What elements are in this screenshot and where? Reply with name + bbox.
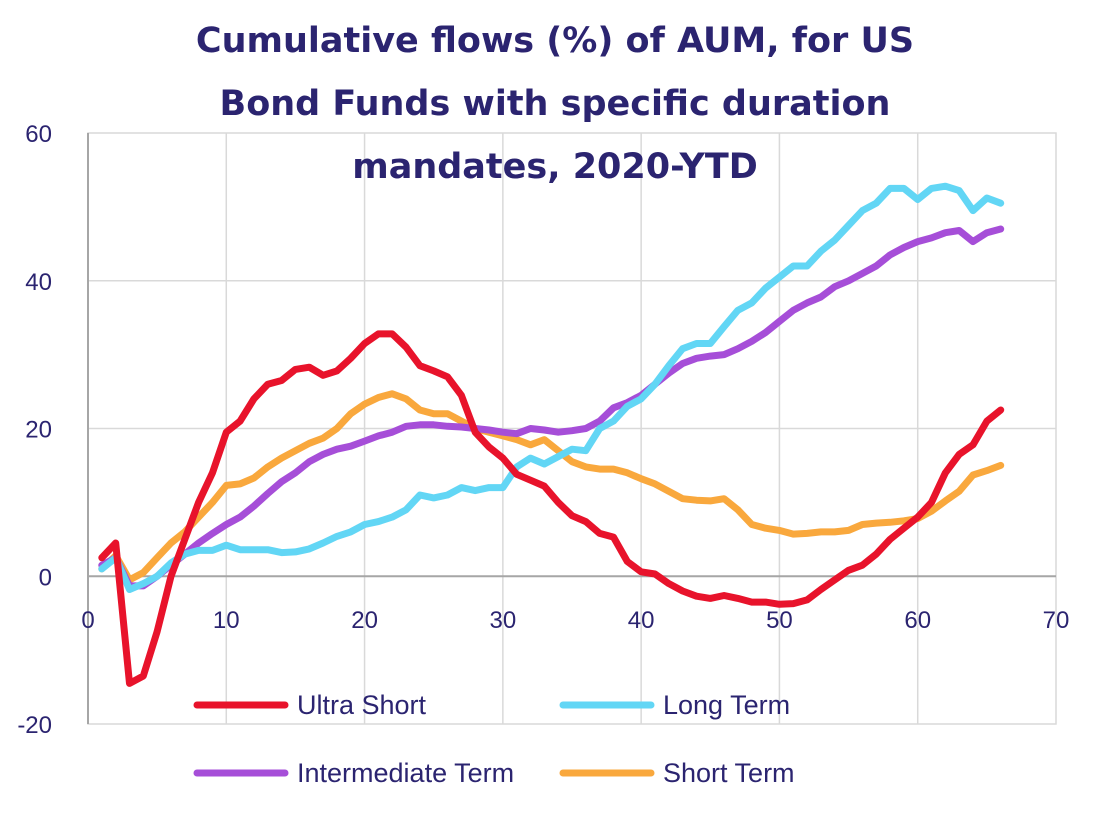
legend-item-ultra-short: Ultra Short bbox=[193, 690, 427, 720]
chart-title: Cumulative flows (%) of AUM, for US Bond… bbox=[196, 21, 914, 187]
series-line-long-term bbox=[98, 182, 1005, 593]
x-tick-label: 40 bbox=[628, 607, 655, 634]
series-line-short-term bbox=[98, 390, 1005, 584]
series-line-ultra-short bbox=[98, 330, 1005, 687]
grid-lines bbox=[87, 132, 1057, 725]
x-tick-label: 30 bbox=[490, 607, 517, 634]
x-tick-label: 10 bbox=[213, 607, 240, 634]
x-tick-label: 60 bbox=[904, 607, 931, 634]
series-lines bbox=[98, 182, 1005, 687]
y-tick-label: -20 bbox=[17, 712, 52, 739]
x-tick-label: 70 bbox=[1043, 607, 1070, 634]
x-tick-label: 0 bbox=[81, 607, 94, 634]
x-tick-label: 50 bbox=[766, 607, 793, 634]
legend-label: Long Term bbox=[663, 690, 790, 720]
axis-tick-labels: 0 10 20 30 40 50 60 70 -20 0 20 40 60 bbox=[17, 121, 1069, 739]
legend: Ultra Short Long Term Intermediate Term Sho… bbox=[193, 690, 795, 788]
y-tick-label: 20 bbox=[25, 417, 52, 444]
x-tick-label: 20 bbox=[351, 607, 378, 634]
legend-item-intermediate-term: Intermediate Term bbox=[193, 758, 514, 788]
chart-title-line-3: mandates, 2020-YTD bbox=[352, 147, 758, 187]
legend-label: Ultra Short bbox=[297, 690, 427, 720]
series-line-intermediate-term bbox=[98, 225, 1005, 590]
legend-item-long-term: Long Term bbox=[559, 690, 790, 720]
legend-label: Intermediate Term bbox=[297, 758, 514, 788]
chart-title-line-2: Bond Funds with specific duration bbox=[220, 84, 891, 124]
legend-label: Short Term bbox=[663, 758, 795, 788]
legend-item-short-term: Short Term bbox=[559, 758, 795, 788]
y-tick-label: 40 bbox=[25, 269, 52, 296]
chart-title-line-1: Cumulative flows (%) of AUM, for US bbox=[196, 21, 914, 61]
y-tick-label: 0 bbox=[39, 564, 52, 591]
y-tick-label: 60 bbox=[25, 121, 52, 148]
